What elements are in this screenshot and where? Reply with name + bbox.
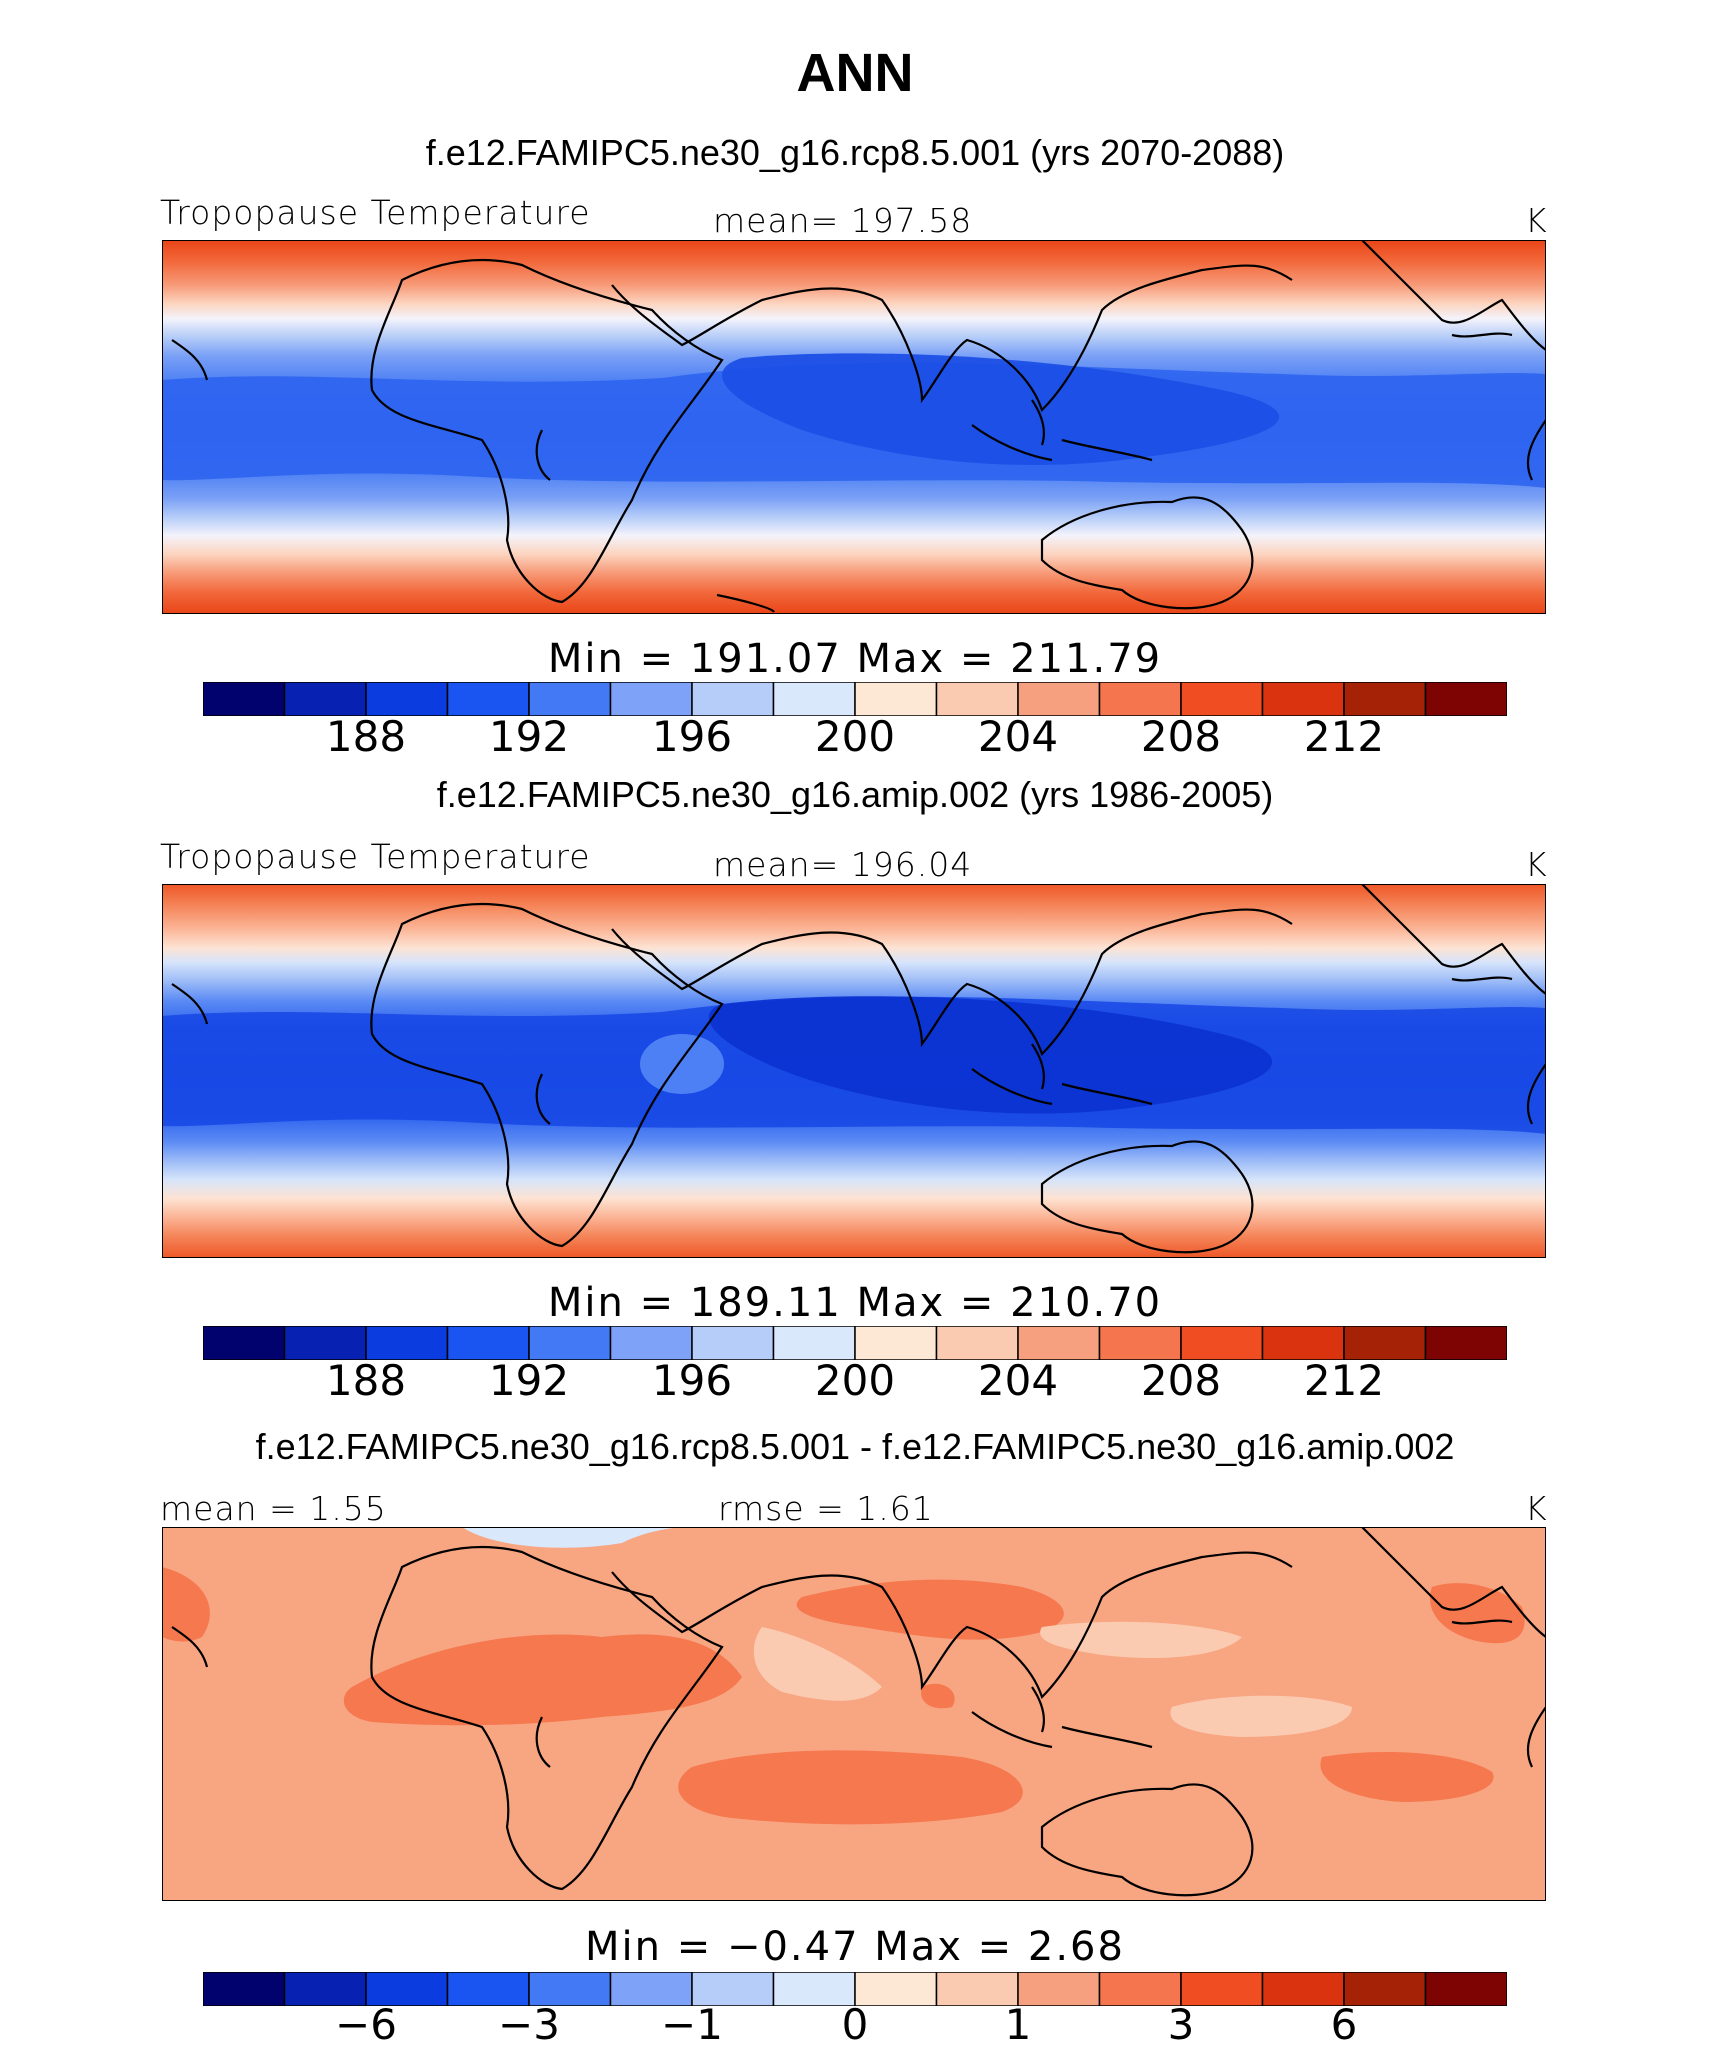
colorbar-box bbox=[854, 1326, 938, 1360]
panel-3-case-title: f.e12.FAMIPC5.ne30_g16.rcp8.5.001 - f.e1… bbox=[255, 1426, 1455, 1467]
colorbar-box bbox=[365, 1326, 449, 1360]
colorbar-box bbox=[935, 1326, 1019, 1360]
colorbar-box bbox=[1261, 682, 1345, 716]
panel-2-mean-label: mean= 196.04 bbox=[713, 845, 973, 884]
colorbar-box bbox=[609, 1972, 693, 2006]
colorbar-tick-label: 208 bbox=[1140, 712, 1222, 761]
colorbar-box bbox=[365, 682, 449, 716]
colorbar-box bbox=[1017, 1326, 1101, 1360]
colorbar-box bbox=[1180, 682, 1264, 716]
colorbar-box bbox=[609, 682, 693, 716]
colorbar-box bbox=[772, 1326, 856, 1360]
colorbar-box bbox=[203, 1326, 286, 1360]
colorbar-tick-label: 204 bbox=[977, 712, 1059, 761]
panel-3-minmax: Min = −0.47 Max = 2.68 bbox=[585, 1924, 1125, 1970]
colorbar-tick-label: 192 bbox=[488, 712, 570, 761]
colorbar-box bbox=[854, 682, 938, 716]
panel-1-units-label: K bbox=[1525, 201, 1548, 240]
panel-1-case-title: f.e12.FAMIPC5.ne30_g16.rcp8.5.001 (yrs 2… bbox=[425, 132, 1285, 173]
colorbar-box bbox=[691, 1326, 775, 1360]
panel-1-warm-pool-minimum bbox=[722, 353, 1280, 465]
colorbar-box bbox=[935, 682, 1019, 716]
colorbar-tick-label: 208 bbox=[1140, 1356, 1222, 1405]
colorbar-box bbox=[935, 1972, 1019, 2006]
panel-1-colorbar bbox=[203, 682, 1507, 716]
colorbar-tick-label: 192 bbox=[488, 1356, 570, 1405]
panel-1-map bbox=[162, 240, 1546, 614]
colorbar-box bbox=[1424, 1972, 1507, 2006]
panel-2-map bbox=[162, 884, 1546, 1258]
panel-3-colorbar bbox=[203, 1972, 1507, 2006]
colorbar-box bbox=[1343, 1972, 1427, 2006]
panel-2-minmax: Min = 189.11 Max = 210.70 bbox=[547, 1280, 1163, 1326]
colorbar-box bbox=[1343, 682, 1427, 716]
panel-2-units-label: K bbox=[1525, 845, 1548, 884]
panel-3-negative-region bbox=[462, 1527, 682, 1548]
colorbar-box bbox=[203, 1972, 286, 2006]
panel-1-mean-label: mean= 197.58 bbox=[713, 201, 973, 240]
colorbar-box bbox=[1261, 1972, 1345, 2006]
panel-3-map bbox=[162, 1527, 1546, 1901]
panel-2-warm-pool-minimum bbox=[708, 996, 1273, 1114]
colorbar-box bbox=[691, 682, 775, 716]
colorbar-tick-label: 0 bbox=[841, 2000, 869, 2049]
colorbar-tick-label: −1 bbox=[661, 2000, 723, 2049]
colorbar-box bbox=[609, 1326, 693, 1360]
panel-2-case-title: f.e12.FAMIPC5.ne30_g16.amip.002 (yrs 198… bbox=[436, 774, 1274, 815]
panel-1-coastlines bbox=[171, 240, 1546, 613]
colorbar-tick-label: 204 bbox=[977, 1356, 1059, 1405]
colorbar-box bbox=[283, 682, 367, 716]
panel-3-units-label: K bbox=[1525, 1489, 1548, 1528]
panel-3-africa-max bbox=[343, 1634, 742, 1726]
panel-2-indian-ocean-maximum bbox=[640, 1034, 724, 1094]
colorbar-box bbox=[283, 1326, 367, 1360]
colorbar-tick-label: 196 bbox=[651, 712, 733, 761]
colorbar-tick-label: 200 bbox=[814, 712, 896, 761]
colorbar-box bbox=[1098, 1326, 1182, 1360]
colorbar-box bbox=[1261, 1326, 1345, 1360]
colorbar-box bbox=[446, 682, 530, 716]
colorbar-box bbox=[1424, 682, 1507, 716]
colorbar-box bbox=[1424, 1326, 1507, 1360]
colorbar-box bbox=[1017, 682, 1101, 716]
colorbar-tick-label: 212 bbox=[1303, 712, 1385, 761]
colorbar-box bbox=[772, 682, 856, 716]
panel-2-colorbar bbox=[203, 1326, 1507, 1360]
panel-2-left-label: Tropopause Temperature bbox=[160, 837, 591, 876]
colorbar-box bbox=[528, 682, 612, 716]
colorbar-box bbox=[446, 1326, 530, 1360]
colorbar-tick-label: 3 bbox=[1167, 2000, 1195, 2049]
colorbar-box bbox=[203, 682, 286, 716]
colorbar-box bbox=[1343, 1326, 1427, 1360]
panel-1-left-label: Tropopause Temperature bbox=[160, 193, 591, 232]
colorbar-tick-label: 188 bbox=[325, 1356, 407, 1405]
figure-title: ANN bbox=[796, 43, 914, 103]
colorbar-box bbox=[365, 1972, 449, 2006]
colorbar-tick-label: −6 bbox=[335, 2000, 397, 2049]
colorbar-box bbox=[1098, 682, 1182, 716]
colorbar-tick-label: 1 bbox=[1004, 2000, 1032, 2049]
colorbar-box bbox=[854, 1972, 938, 2006]
colorbar-box bbox=[1180, 1326, 1264, 1360]
panel-3-mean-label: mean = 1.55 bbox=[160, 1489, 387, 1528]
colorbar-tick-label: 196 bbox=[651, 1356, 733, 1405]
colorbar-tick-label: 212 bbox=[1303, 1356, 1385, 1405]
colorbar-tick-label: −3 bbox=[498, 2000, 560, 2049]
panel-2-coastlines bbox=[171, 884, 1546, 1254]
colorbar-tick-label: 188 bbox=[325, 712, 407, 761]
panel-3-rmse-label: rmse = 1.61 bbox=[718, 1489, 934, 1528]
colorbar-tick-label: 200 bbox=[814, 1356, 896, 1405]
panel-1-minmax: Min = 191.07 Max = 211.79 bbox=[547, 636, 1163, 682]
colorbar-box bbox=[1098, 1972, 1182, 2006]
panel-3-coastlines bbox=[171, 1527, 1546, 1897]
colorbar-tick-label: 6 bbox=[1330, 2000, 1358, 2049]
colorbar-box bbox=[528, 1326, 612, 1360]
